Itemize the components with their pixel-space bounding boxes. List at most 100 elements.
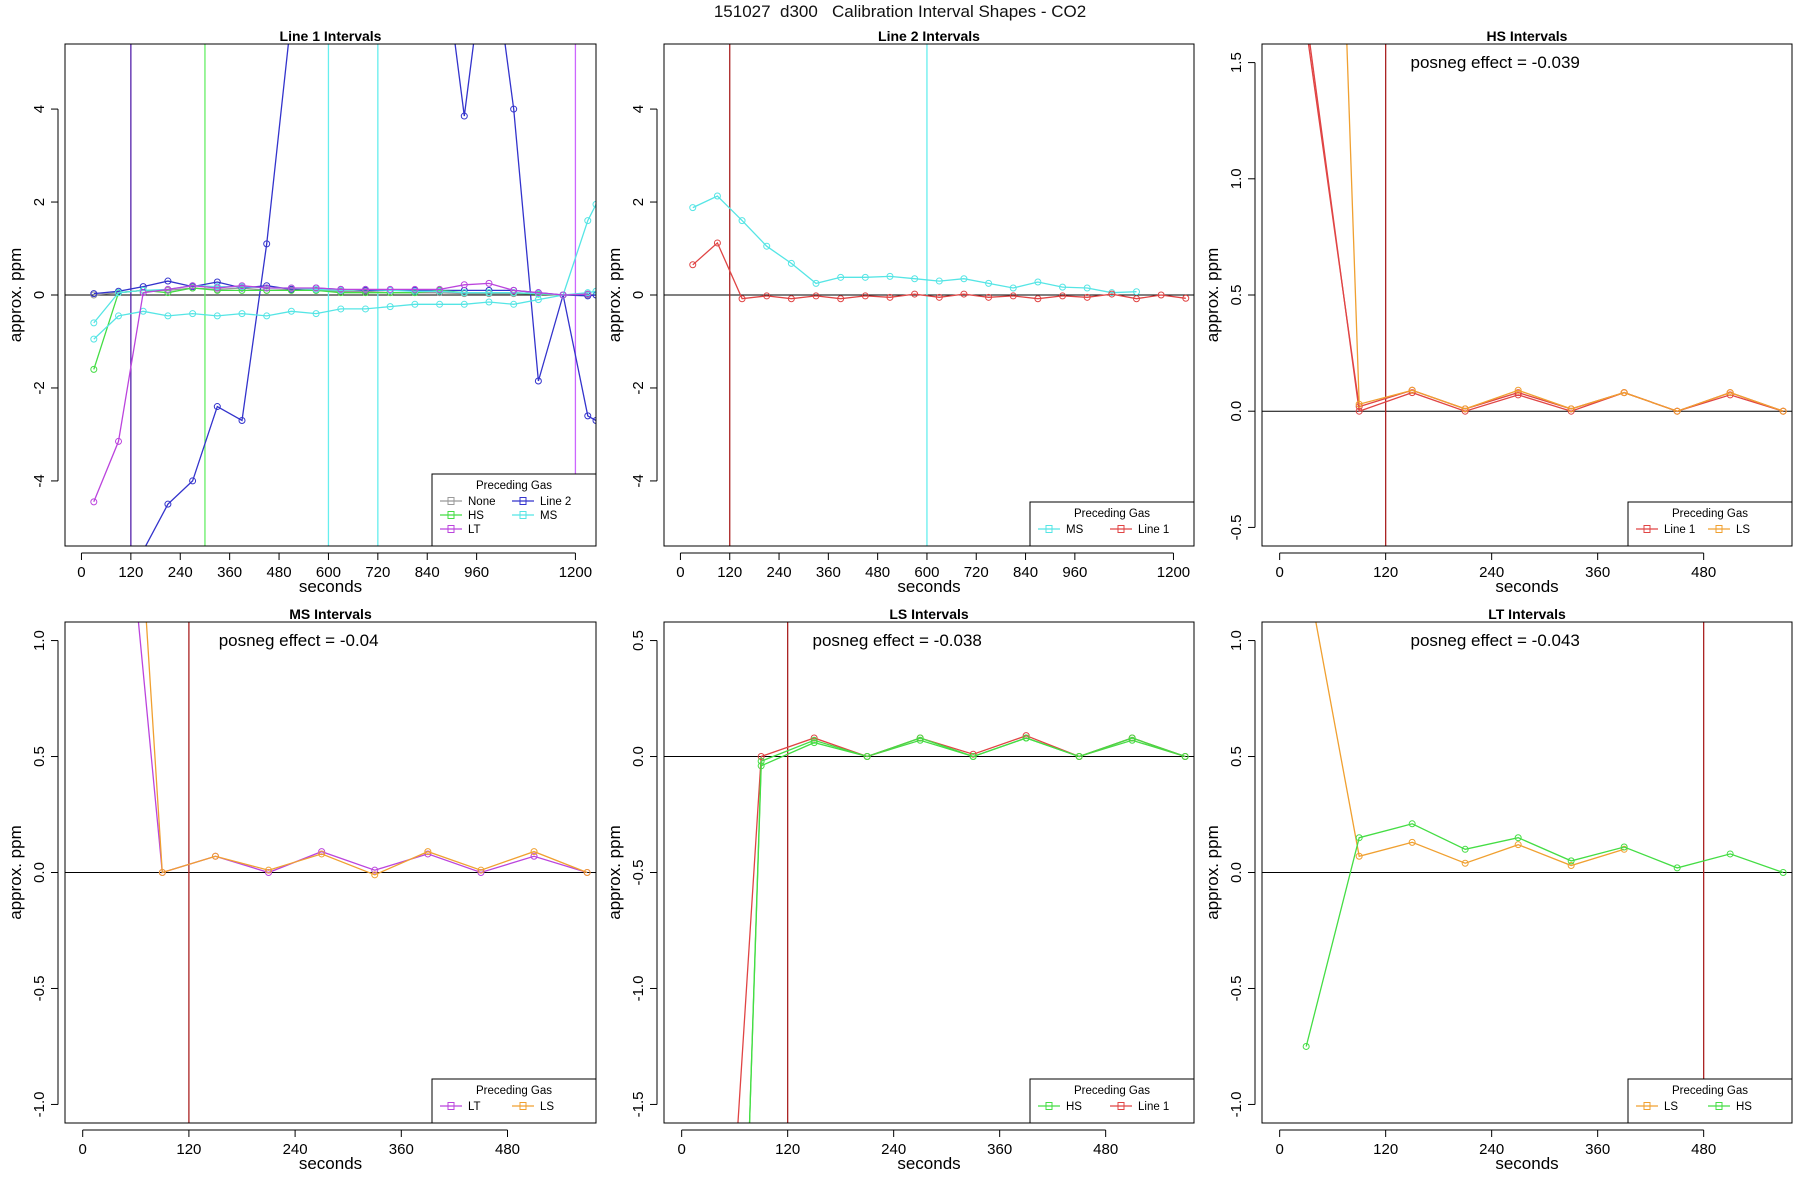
x-tick-label: 360	[987, 1141, 1012, 1158]
data-point	[969, 750, 977, 758]
data-point	[371, 871, 379, 879]
x-tick-label: 0	[1275, 1141, 1283, 1158]
y-tick-label: -1.0	[1228, 1092, 1245, 1118]
series-line	[1309, 44, 1784, 413]
legend-label: LS	[1664, 1101, 1678, 1113]
data-point	[1355, 400, 1363, 408]
data-point	[436, 300, 444, 308]
data-point	[361, 285, 369, 293]
legend-marker	[1117, 525, 1125, 533]
x-tick-label: 960	[464, 564, 489, 581]
x-axis-label: seconds	[299, 577, 362, 596]
data-point	[732, 1171, 738, 1177]
y-tick-label: -4	[31, 474, 48, 487]
legend-label: MS	[1066, 524, 1084, 536]
data-point	[1620, 389, 1628, 397]
x-tick-label: 1200	[559, 564, 592, 581]
data-point	[584, 290, 592, 298]
data-point	[1343, 13, 1349, 19]
data-point	[810, 736, 818, 744]
data-point	[139, 289, 147, 297]
data-point	[1009, 284, 1017, 292]
x-axis-label: seconds	[897, 577, 960, 596]
x-tick-label: 0	[77, 564, 85, 581]
legend-label: None	[468, 496, 496, 508]
x-tick-label: 120	[1373, 564, 1398, 581]
data-point	[287, 284, 295, 292]
data-point	[530, 848, 538, 856]
x-tick-label: 360	[217, 564, 242, 581]
data-point	[337, 285, 345, 293]
legend-title: Preceding Gas	[1074, 1085, 1150, 1097]
legend-label: LS	[1736, 524, 1750, 536]
data-point	[837, 295, 845, 303]
panel-annotation: posneg effect = -0.04	[219, 631, 379, 650]
y-tick-label: 1.0	[1228, 168, 1245, 189]
data-point	[530, 852, 538, 860]
y-tick-label: 0.5	[31, 746, 48, 767]
data-point	[886, 272, 894, 280]
x-tick-label: 240	[767, 564, 792, 581]
x-tick-label: 480	[1093, 1141, 1118, 1158]
data-point	[583, 869, 591, 876]
data-point	[460, 300, 468, 308]
y-tick-label: -1.0	[31, 1092, 48, 1118]
x-tick-label: 0	[676, 564, 684, 581]
legend-title: Preceding Gas	[1672, 1085, 1748, 1097]
legend-marker	[519, 497, 527, 505]
data-point	[318, 848, 326, 856]
data-point	[436, 287, 444, 295]
x-tick-label: 840	[1013, 564, 1038, 581]
x-tick-label: 240	[1479, 1141, 1504, 1158]
y-tick-label: -2	[31, 381, 48, 394]
data-point	[1075, 753, 1083, 761]
legend: Preceding Gas LS HS	[1627, 1078, 1793, 1124]
data-point	[485, 298, 493, 306]
x-tick-label: 960	[1062, 564, 1087, 581]
legend-marker	[1715, 1102, 1723, 1110]
y-tick-label: 0	[630, 291, 647, 299]
data-point	[738, 217, 746, 225]
data-point	[935, 293, 943, 301]
data-point	[510, 289, 518, 297]
data-point	[861, 292, 869, 300]
series-line	[748, 737, 1186, 1123]
y-tick-label: -1.0	[630, 976, 647, 1002]
data-point	[1408, 820, 1416, 828]
legend-label: LT	[468, 1101, 481, 1113]
data-point	[460, 281, 468, 289]
data-point	[863, 753, 871, 761]
x-tick-label: 360	[1585, 564, 1610, 581]
legend-marker	[1117, 1102, 1125, 1110]
data-point	[287, 307, 295, 315]
series-line	[1307, 44, 1784, 412]
data-point	[1303, 13, 1309, 19]
data-point	[485, 286, 493, 294]
data-point	[164, 277, 172, 285]
data-point	[1181, 753, 1189, 761]
y-tick-label: 0.0	[1228, 862, 1245, 883]
plot-frame	[1261, 621, 1793, 1124]
y-tick-label: 0.0	[1228, 401, 1245, 422]
data-point	[164, 285, 172, 293]
data-point	[1312, 614, 1318, 620]
legend-marker	[1715, 525, 1723, 533]
data-point	[1083, 284, 1091, 292]
data-point	[318, 850, 326, 858]
data-point	[763, 292, 771, 300]
y-axis-label: approx. ppm	[6, 825, 25, 920]
panel-title: MS Intervals	[289, 606, 372, 622]
data-point	[559, 291, 567, 299]
x-tick-label: 0	[677, 1141, 685, 1158]
data-point	[911, 290, 919, 298]
series-line	[93, 287, 588, 296]
panel-annotation: posneg effect = -0.043	[1411, 631, 1580, 650]
x-tick-label: 360	[389, 1141, 414, 1158]
data-point	[485, 279, 493, 287]
data-point	[1620, 845, 1628, 853]
x-tick-label: 720	[964, 564, 989, 581]
data-point	[142, 591, 148, 597]
data-point	[1108, 290, 1116, 298]
legend-title: Preceding Gas	[1074, 508, 1150, 520]
